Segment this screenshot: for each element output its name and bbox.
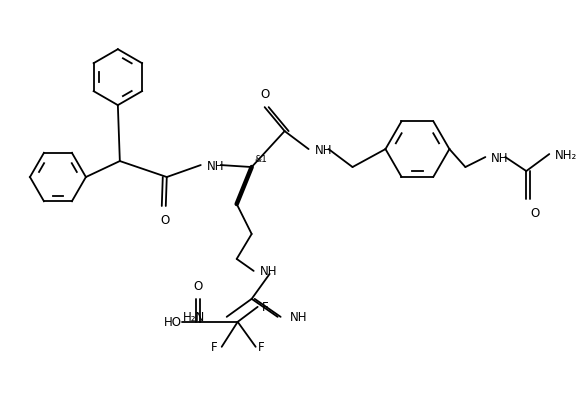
Text: NH: NH (491, 151, 509, 164)
Text: O: O (260, 88, 269, 101)
Text: O: O (160, 213, 169, 227)
Text: NH: NH (315, 143, 332, 156)
Text: &1: &1 (255, 155, 268, 164)
Text: NH: NH (290, 310, 307, 324)
Text: NH₂: NH₂ (555, 148, 577, 161)
Text: H₂N: H₂N (183, 310, 205, 324)
Text: F: F (258, 340, 264, 353)
Text: HO: HO (164, 316, 182, 328)
Text: NH: NH (207, 159, 224, 172)
Text: F: F (262, 301, 268, 314)
Text: O: O (530, 207, 540, 219)
Text: O: O (193, 279, 203, 292)
Text: F: F (211, 340, 218, 353)
Text: NH: NH (260, 265, 277, 278)
